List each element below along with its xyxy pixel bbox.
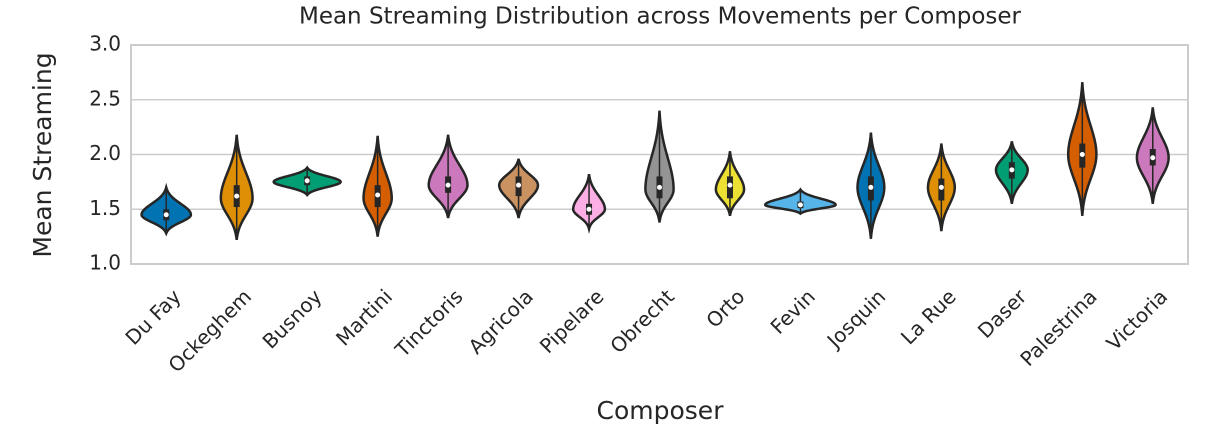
y-tick-label: 1.5 [89, 196, 121, 220]
chart-title: Mean Streaming Distribution across Movem… [299, 4, 1022, 30]
y-axis-label: Mean Streaming [28, 52, 57, 257]
violin-median [445, 182, 451, 188]
violin-median [1079, 152, 1085, 157]
x-tick-label: Victoria [1102, 284, 1173, 355]
violin-median [657, 184, 662, 190]
x-axis-label: Composer [597, 396, 725, 425]
x-tick-label: Palestrina [1015, 284, 1101, 370]
violin-median [727, 182, 733, 188]
x-tick-label: Agricola [464, 284, 538, 358]
violin-median [375, 192, 381, 198]
violin-median [1009, 167, 1015, 173]
x-tick-label: Orto [701, 284, 749, 332]
x-tick-label: Pipelare [535, 284, 609, 358]
x-tick-label: Fevin [766, 284, 820, 338]
x-tick-label: Du Fay [120, 284, 185, 349]
y-tick-label: 2.5 [89, 86, 121, 110]
violin-median [163, 212, 169, 218]
y-tick-label: 1.0 [89, 251, 121, 275]
violin-median [868, 184, 874, 190]
violin-median [234, 193, 240, 199]
violin-median [797, 202, 803, 208]
violin-median [1150, 155, 1156, 161]
x-tick-label: La Rue [896, 284, 961, 349]
x-tick-label: Daser [973, 284, 1032, 343]
violin-median [586, 206, 592, 212]
plot-frame [130, 44, 1189, 265]
y-tick-label: 2.0 [89, 141, 121, 165]
x-tick-label: Tinctoris [390, 284, 468, 362]
violin-median [938, 184, 944, 190]
y-tick-label: 3.0 [89, 32, 121, 56]
violin-median [516, 182, 522, 188]
violin-median [304, 178, 310, 184]
x-tick-label: Obrecht [605, 284, 679, 358]
x-tick-label: Martini [331, 284, 397, 350]
x-tick-label: Josquin [821, 284, 890, 353]
x-tick-label: Busnoy [258, 284, 327, 353]
